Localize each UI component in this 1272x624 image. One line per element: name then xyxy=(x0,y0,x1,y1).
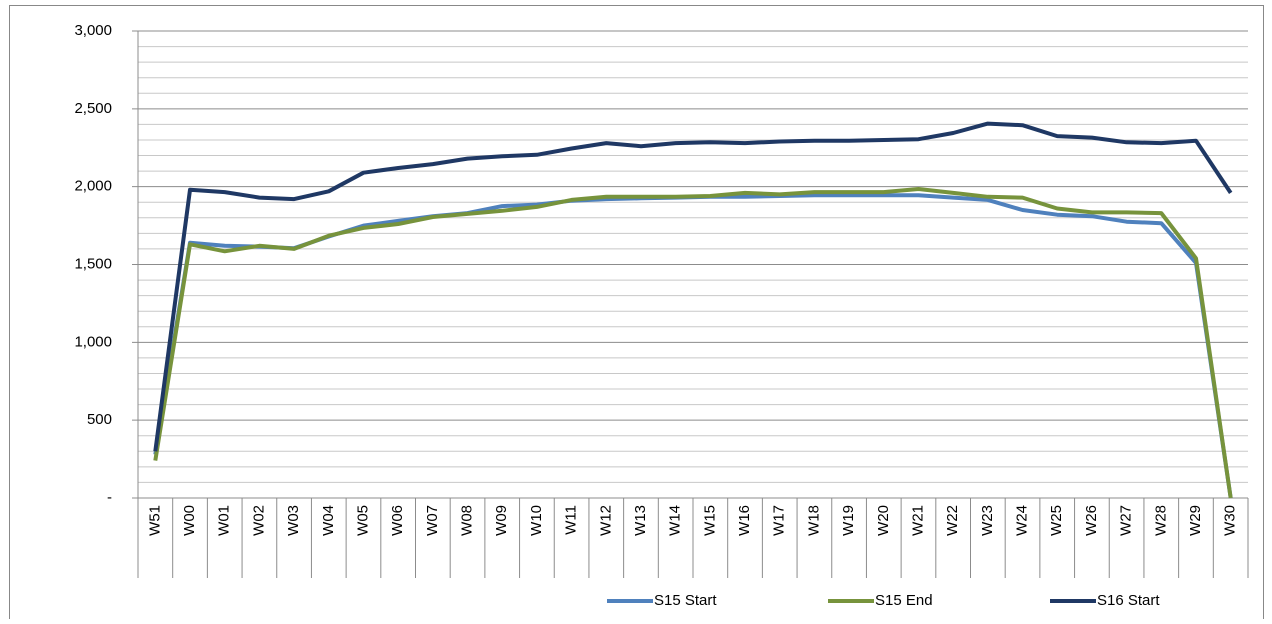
x-tick-label: W11 xyxy=(563,505,580,535)
legend-label: S16 Start xyxy=(1097,592,1160,609)
x-tick-label: W21 xyxy=(909,505,926,536)
x-tick-label: W13 xyxy=(632,505,649,536)
x-tick-label: W07 xyxy=(424,505,441,536)
x-tick-label: W18 xyxy=(805,505,822,536)
x-tick-label: W03 xyxy=(285,505,302,536)
legend-label: S15 Start xyxy=(654,592,717,609)
x-tick-label: W27 xyxy=(1118,505,1135,536)
x-tick-label: W19 xyxy=(840,505,857,536)
x-tick-label: W16 xyxy=(736,505,753,536)
x-tick-label: W04 xyxy=(320,505,337,536)
x-tick-label: W09 xyxy=(493,505,510,536)
x-tick-label: W10 xyxy=(528,505,545,536)
x-tick-label: W51 xyxy=(146,505,163,536)
x-tick-label: W14 xyxy=(667,505,684,536)
x-tick-label: W26 xyxy=(1083,505,1100,536)
x-tick-label: W01 xyxy=(216,505,233,536)
series-line xyxy=(153,121,1233,452)
y-tick-label: 2,000 xyxy=(74,178,112,195)
x-tick-label: W00 xyxy=(181,505,198,536)
x-tick-label: W12 xyxy=(597,505,614,536)
x-tick-label: W15 xyxy=(701,505,718,536)
y-tick-label: 2,500 xyxy=(74,100,112,117)
x-tick-label: W24 xyxy=(1014,505,1031,536)
legend-label: S15 End xyxy=(875,592,933,609)
x-tick-label: W20 xyxy=(875,505,892,536)
x-tick-label: W05 xyxy=(354,505,371,536)
x-tick-label: W22 xyxy=(944,505,961,536)
y-tick-label: 500 xyxy=(87,411,112,428)
y-tick-label: - xyxy=(107,489,112,506)
x-tick-label: W30 xyxy=(1222,505,1239,536)
y-tick-label: 1,500 xyxy=(74,255,112,272)
y-tick-label: 3,000 xyxy=(74,22,112,39)
x-tick-label: W02 xyxy=(250,505,267,536)
series-line xyxy=(153,187,1233,499)
x-tick-label: W29 xyxy=(1187,505,1204,536)
x-tick-label: W23 xyxy=(979,505,996,536)
x-tick-label: W28 xyxy=(1152,505,1169,536)
x-tick-label: W17 xyxy=(771,505,788,536)
x-tick-label: W08 xyxy=(459,505,476,536)
y-tick-label: 1,000 xyxy=(74,333,112,350)
x-tick-label: W06 xyxy=(389,505,406,536)
x-tick-label: W25 xyxy=(1048,505,1065,536)
